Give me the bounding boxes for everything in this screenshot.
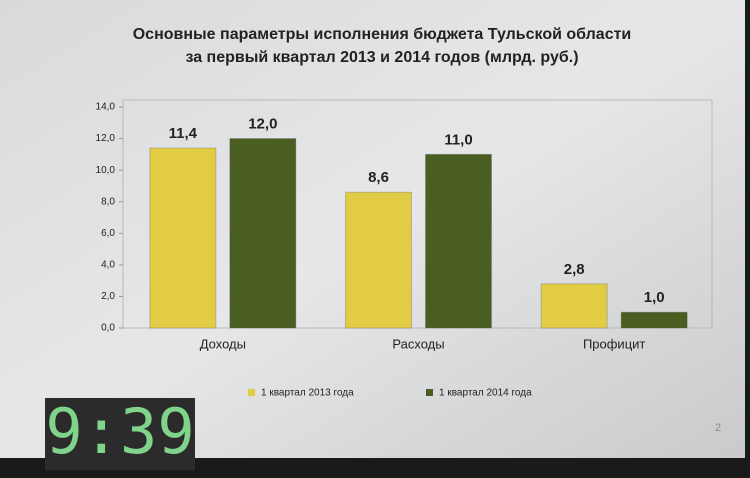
bar: [425, 153, 492, 329]
value-label: 11,0: [444, 131, 472, 148]
y-tick-label: 8,0: [101, 196, 115, 207]
bar: [229, 138, 297, 329]
clock: 9:39: [45, 395, 194, 468]
y-tick-label: 14,0: [96, 102, 116, 113]
value-label: 11,4: [169, 125, 198, 142]
y-tick-label: 10,0: [96, 165, 116, 176]
y-tick-label: 2,0: [101, 291, 115, 302]
plot-frame: [122, 99, 713, 329]
chart-title: Основные параметры исполнения бюджета Ту…: [133, 26, 632, 43]
value-label: 12,0: [248, 116, 277, 133]
x-tick-label: Расходы: [392, 336, 444, 351]
legend-swatch: [248, 389, 255, 396]
bar: [620, 311, 688, 329]
chart-subtitle: за первый квартал 2013 и 2014 годов (млр…: [185, 49, 578, 66]
legend-label: 1 квартал 2014 года: [439, 388, 532, 399]
value-label: 8,6: [368, 169, 389, 186]
bar: [345, 191, 412, 329]
x-tick-label: Профицит: [583, 336, 645, 351]
page-number: 2: [715, 422, 721, 434]
legend-label: 1 квартал 2013 года: [261, 388, 354, 399]
value-label: 1,0: [644, 289, 665, 306]
bar: [540, 283, 608, 329]
y-tick-label: 12,0: [96, 133, 116, 144]
value-label: 2,8: [564, 261, 585, 278]
y-tick-label: 6,0: [101, 228, 115, 239]
bar: [149, 147, 217, 329]
clock-panel: [45, 398, 195, 470]
legend-swatch: [426, 389, 433, 396]
y-tick-label: 4,0: [101, 259, 115, 270]
y-tick-label: 0,0: [101, 323, 115, 334]
x-tick-label: Доходы: [200, 336, 246, 351]
